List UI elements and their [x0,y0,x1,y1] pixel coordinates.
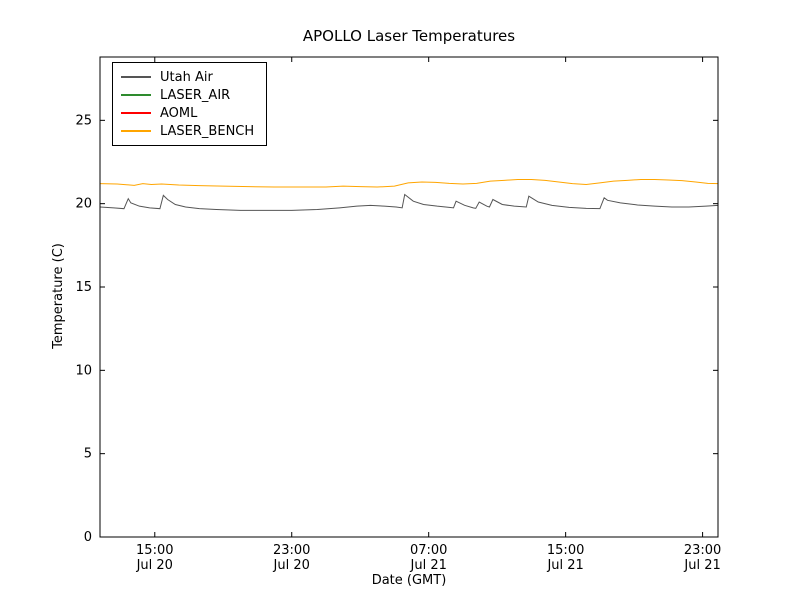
x-tick-label: 07:00 [410,543,447,558]
y-tick-label: 25 [75,113,92,128]
x-tick-label: 15:00 [547,543,584,558]
y-tick-label: 15 [75,280,92,295]
legend-line-swatch [121,130,151,132]
legend-line-swatch [121,94,151,96]
series-lines [99,179,719,211]
series-line-utah-air [99,193,719,211]
x-tick-sublabel: Jul 21 [546,558,583,573]
y-axis-label: Temperature (C) [51,243,66,349]
y-tick-label: 10 [75,363,92,378]
series-line-laser-bench [99,179,719,188]
legend: Utah Air LASER_AIR AOML LASER_BENCH [112,62,268,146]
chart-title: APOLLO Laser Temperatures [302,27,516,45]
x-tick-sublabel: Jul 20 [273,558,310,573]
y-tick-label: 20 [75,197,92,212]
legend-label: Utah Air [160,69,213,85]
x-tick-sublabel: Jul 21 [410,558,447,573]
legend-label: AOML [160,105,198,121]
legend-item-aoml: AOML [121,104,254,122]
x-tick-label: 15:00 [136,543,173,558]
y-tick-label: 0 [84,530,92,545]
legend-item-laser-air: LASER_AIR [121,86,254,104]
x-axis-label: Date (GMT) [371,573,447,588]
tick-marks [100,57,718,538]
legend-line-swatch [121,76,151,78]
x-tick-sublabel: Jul 21 [683,558,720,573]
legend-item-laser-bench: LASER_BENCH [121,122,254,140]
x-tick-label: 23:00 [273,543,310,558]
legend-item-utah-air: Utah Air [121,68,254,86]
legend-label: LASER_BENCH [160,123,255,139]
legend-line-swatch [121,112,151,114]
axes-frame [99,56,719,538]
y-tick-label: 5 [84,447,92,462]
x-tick-label: 23:00 [684,543,721,558]
x-tick-sublabel: Jul 20 [136,558,173,573]
legend-label: LASER_AIR [160,87,231,103]
